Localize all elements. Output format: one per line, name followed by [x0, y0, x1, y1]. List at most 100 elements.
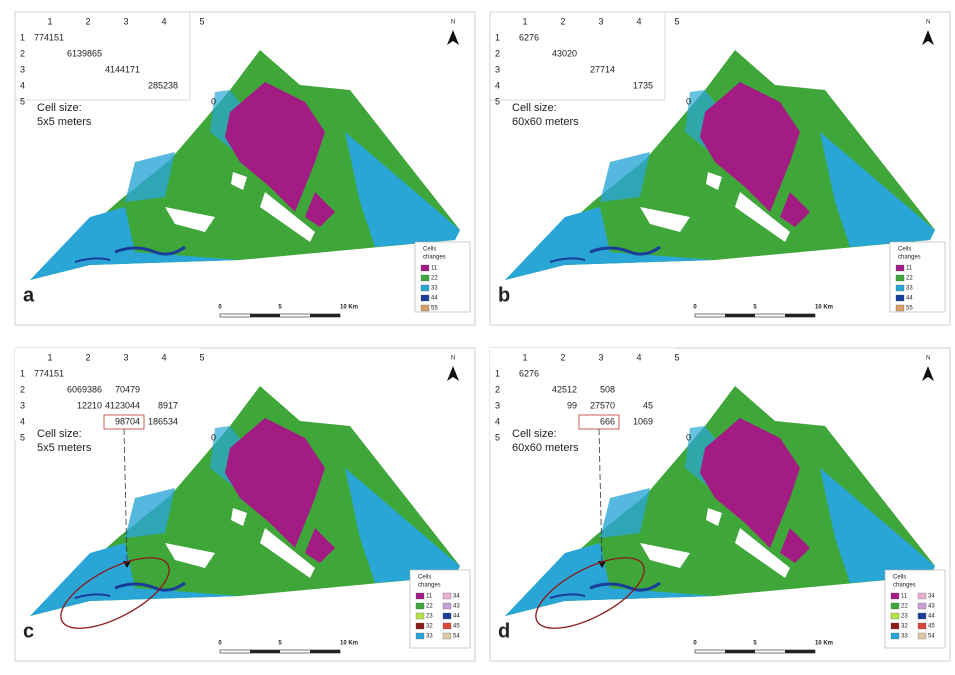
legend-swatch [917, 602, 927, 610]
scale-bar-fill [250, 650, 280, 653]
matrix-row-header: 2 [495, 48, 500, 58]
matrix-box [14, 11, 191, 101]
legend-swatch [442, 622, 452, 630]
legend-title: changes [418, 583, 441, 589]
scale-bar-fill [725, 650, 755, 653]
matrix-cell: 6276 [519, 368, 539, 378]
matrix-row-header: 2 [20, 384, 25, 394]
legend-swatch [890, 612, 900, 620]
matrix-cell: 98704 [115, 416, 140, 426]
legend-label: 22 [431, 276, 438, 282]
legend-label: 22 [901, 604, 908, 610]
legend-swatch [895, 274, 905, 282]
north-arrow [922, 30, 934, 45]
cell-size-label: Cell size: [512, 428, 557, 440]
north-arrow [447, 366, 459, 381]
matrix-cell: 6139865 [67, 48, 102, 58]
legend-label: 32 [901, 624, 908, 630]
matrix-cell: 43020 [552, 48, 577, 58]
legend-label: 34 [453, 594, 460, 600]
matrix-cell: 6276 [519, 32, 539, 42]
highlight-ellipse [535, 557, 645, 629]
legend-swatch [895, 264, 905, 272]
cell-size-label: 5x5 meters [37, 442, 92, 454]
matrix-cell: 186534 [148, 416, 178, 426]
legend-label: 34 [928, 594, 935, 600]
legend-label: 23 [901, 614, 908, 620]
matrix-col-header: 1 [47, 352, 52, 362]
map-panel: 1 2 3 4 5 1 774151 2 6139865 3 4144171 4 285238 5 0 Cel… [14, 11, 476, 326]
matrix-row-header: 3 [495, 64, 500, 74]
matrix-cell: 4144171 [105, 64, 140, 74]
legend-swatch [442, 602, 452, 610]
matrix-col-header: 2 [560, 16, 565, 26]
north-label: N [451, 20, 455, 26]
cell-size-label: Cell size: [37, 102, 82, 114]
pointer-line [598, 428, 603, 564]
matrix-col-header: 5 [674, 352, 679, 362]
matrix-row-header: 3 [495, 400, 500, 410]
legend-swatch [420, 294, 430, 302]
matrix-col-header: 3 [123, 352, 128, 362]
north-label: N [451, 356, 455, 362]
matrix-row-header: 5 [495, 96, 500, 106]
legend-label: 44 [928, 614, 935, 620]
north-label: N [926, 356, 930, 362]
matrix-row-header: 4 [20, 416, 25, 426]
cell-size-label: 60x60 meters [512, 116, 579, 128]
matrix-col-header: 5 [199, 352, 204, 362]
matrix-cell: 1069 [633, 416, 653, 426]
scale-bar-fill [725, 314, 755, 317]
matrix-cell: 45 [643, 400, 653, 410]
scale-label: 5 [753, 305, 757, 311]
north-arrow [922, 366, 934, 381]
matrix-row-header: 3 [20, 400, 25, 410]
matrix-col-header: 2 [560, 352, 565, 362]
scale-bar-fill [250, 314, 280, 317]
legend-label: 43 [453, 604, 460, 610]
matrix-box [490, 348, 675, 440]
matrix-box [15, 348, 200, 440]
legend-label: 45 [453, 624, 460, 630]
scale-bar-fill [310, 650, 340, 653]
scale-label: 10 Km [340, 305, 358, 311]
legend-label: 11 [901, 594, 908, 600]
scale-label: 5 [278, 305, 282, 311]
legend-label: 55 [431, 306, 438, 312]
north-label: N [926, 20, 930, 26]
legend-swatch [415, 632, 425, 640]
matrix-cell: 508 [600, 384, 615, 394]
legend: Cells changes 11 22 23 32 33 34 43 44 45 54 [884, 569, 946, 649]
legend-swatch [420, 304, 430, 312]
matrix-row-header: 3 [20, 64, 25, 74]
matrix-cell: 1735 [633, 80, 653, 90]
legend-swatch [890, 592, 900, 600]
matrix-cell: 6069386 [67, 384, 102, 394]
legend-label: 23 [426, 614, 433, 620]
legend-title: Cells [893, 575, 906, 581]
legend-label: 32 [426, 624, 433, 630]
legend-title: Cells [898, 247, 911, 253]
matrix-cell: 12210 [77, 400, 102, 410]
scale-bar-fill [785, 650, 815, 653]
matrix-cell: 0 [686, 96, 691, 106]
legend-title: changes [893, 583, 916, 589]
legend-swatch [895, 304, 905, 312]
matrix-row-header: 5 [20, 432, 25, 442]
legend-swatch [917, 612, 927, 620]
legend-label: 55 [906, 306, 913, 312]
legend-swatch [415, 622, 425, 630]
legend-label: 44 [906, 296, 913, 302]
matrix-col-header: 2 [85, 16, 90, 26]
matrix-col-header: 1 [522, 16, 527, 26]
matrix-cell: 774151 [34, 32, 64, 42]
highlight-ellipse [60, 557, 170, 629]
legend-label: 43 [928, 604, 935, 610]
cell-size-label: 5x5 meters [37, 116, 92, 128]
cell-size-label: Cell size: [512, 102, 557, 114]
legend-label: 33 [906, 286, 913, 292]
matrix-cell: 0 [686, 432, 691, 442]
legend-swatch [917, 622, 927, 630]
